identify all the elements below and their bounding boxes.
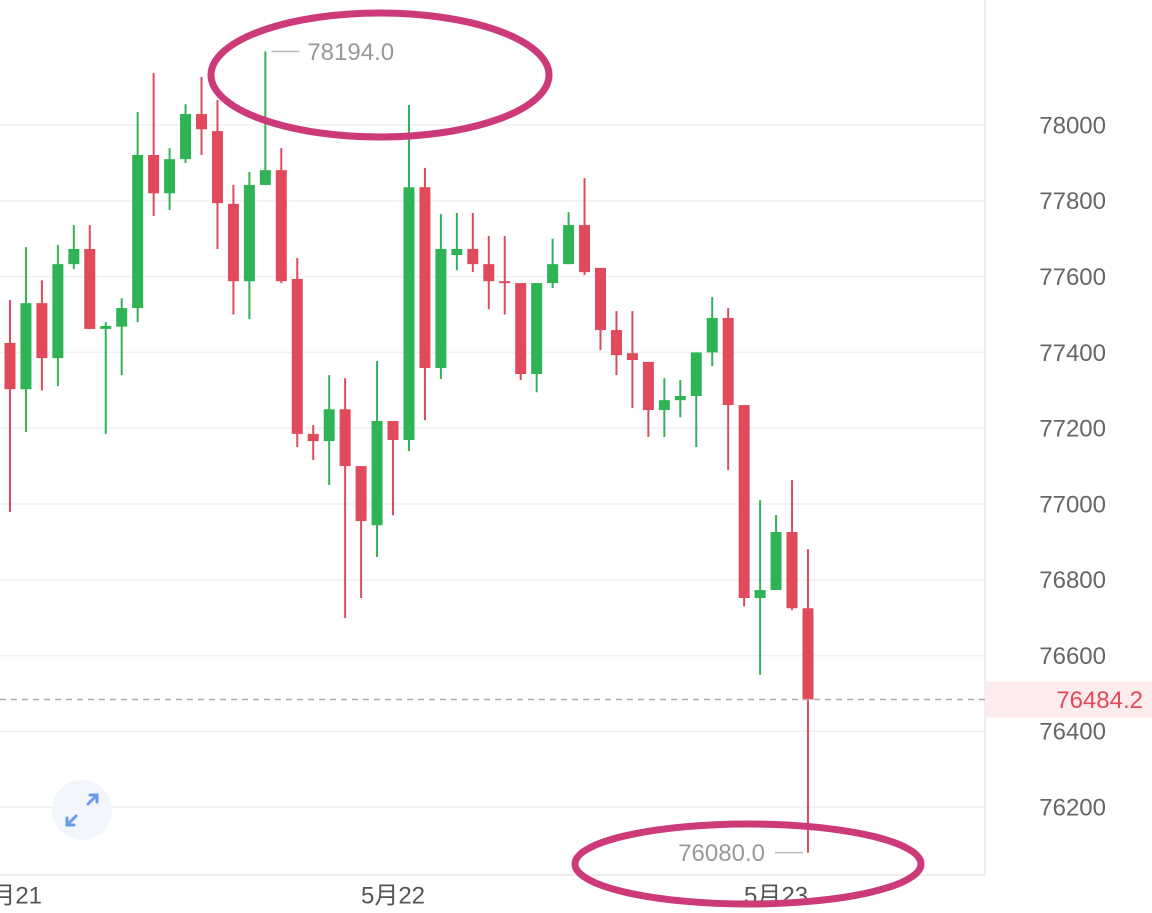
candle-body (499, 281, 511, 284)
candle-body (68, 248, 80, 265)
candle-body (355, 466, 367, 522)
highlight-ellipse (571, 820, 925, 908)
candle-body (451, 248, 463, 256)
candle-body (36, 303, 48, 359)
highlight-ellipse (207, 9, 553, 141)
max-label: 78194.0 (307, 39, 394, 66)
candle-body (674, 396, 686, 401)
x-tick-label: 5月21 (0, 882, 42, 909)
y-tick-label: 76600 (1039, 643, 1106, 670)
candle-body (371, 421, 383, 526)
candle-body (706, 317, 718, 353)
candle-body (467, 248, 479, 265)
candle-body (259, 170, 271, 185)
candle-body (132, 154, 144, 309)
candle-body (180, 114, 192, 160)
y-tick-label: 76200 (1039, 795, 1106, 822)
y-tick-label: 77000 (1039, 491, 1106, 518)
candle-body (738, 405, 750, 598)
candle-body (515, 283, 527, 375)
y-tick-label: 77200 (1039, 416, 1106, 443)
candle-body (387, 421, 399, 440)
candle-body (211, 131, 223, 204)
labels: 76200 76400 76600 76800 77000 77200 77400 77600… (0, 39, 1152, 909)
grid (0, 124, 985, 808)
candle-body (626, 353, 638, 361)
y-tick-label: 78000 (1039, 112, 1106, 139)
candle-body (547, 264, 559, 284)
candle-body (563, 225, 575, 265)
expand-button-bg[interactable] (52, 780, 112, 840)
candle-body (196, 114, 207, 130)
candle-body (802, 608, 814, 700)
candle-body (116, 308, 128, 327)
candle-body (531, 283, 543, 375)
candle-body (4, 342, 16, 390)
candle-body (579, 225, 591, 273)
candle-body (419, 187, 431, 368)
y-tick-label: 77600 (1039, 264, 1106, 291)
candle-body (483, 264, 495, 282)
candle-body (227, 203, 239, 282)
last-price-label: 76484.2 (1056, 687, 1143, 714)
candle-body (243, 184, 255, 282)
candle-body (786, 532, 798, 609)
candle-body (84, 248, 96, 329)
y-tick-label: 77800 (1039, 188, 1106, 215)
candle-body (339, 409, 351, 467)
candle-body (770, 532, 782, 591)
last-price-tag (985, 681, 1152, 718)
candle-body (722, 317, 734, 406)
candle-body (642, 361, 654, 411)
candle-body (690, 352, 702, 397)
candles (4, 51, 814, 853)
candle-body (323, 409, 335, 442)
candle-body (100, 325, 112, 329)
candle-body (610, 330, 622, 356)
min-label: 76080.0 (678, 840, 765, 867)
candle-body (275, 170, 287, 282)
candle-body (403, 187, 415, 440)
y-tick-label: 76800 (1039, 567, 1106, 594)
candle-body (164, 159, 176, 194)
candle-body (307, 433, 319, 442)
candle-body (435, 248, 447, 368)
candle-body (52, 264, 64, 359)
y-tick-label: 76400 (1039, 719, 1106, 746)
candle-body (658, 400, 670, 411)
candle-body (148, 154, 160, 194)
candle-body (20, 303, 32, 390)
x-tick-label: 5月22 (361, 882, 425, 909)
candle-body (754, 590, 766, 598)
candle-body (595, 267, 606, 331)
candle-body (291, 278, 303, 434)
y-tick-label: 77400 (1039, 340, 1106, 367)
expand-icon[interactable] (65, 793, 99, 827)
expand-button[interactable] (52, 780, 112, 840)
